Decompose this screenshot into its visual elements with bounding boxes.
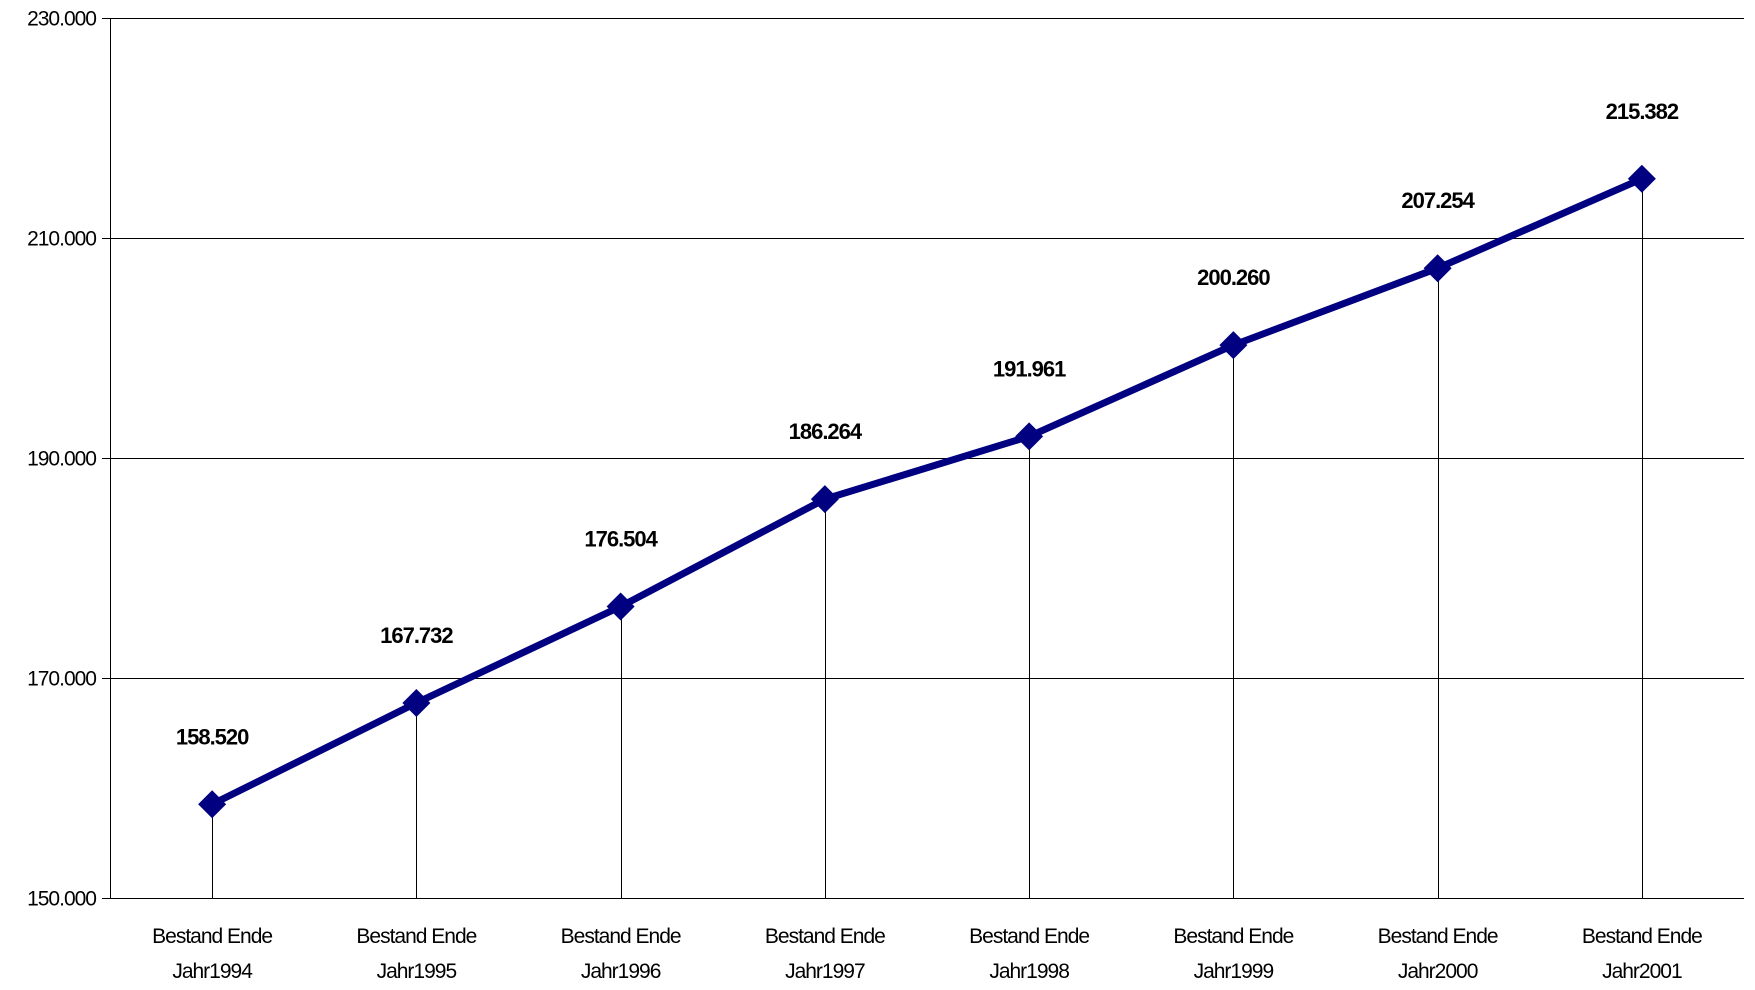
x-tick-label: Bestand Ende	[1378, 925, 1498, 948]
data-point-marker	[1423, 254, 1452, 283]
y-tick-label: 170.000	[27, 668, 96, 691]
data-point-marker	[1219, 331, 1248, 360]
x-tick-label: Jahr2000	[1398, 960, 1478, 983]
data-point-marker	[810, 485, 839, 514]
x-tick-label: Jahr1994	[172, 960, 253, 983]
data-label: 215.382	[1606, 99, 1679, 124]
data-point-marker	[606, 592, 635, 621]
data-label: 191.961	[993, 356, 1066, 381]
x-tick-label: Bestand Ende	[561, 925, 681, 948]
data-label: 158.520	[176, 724, 249, 749]
x-tick-labels: Bestand Ende Jahr1994 Bestand Ende Jahr1995…	[152, 925, 1703, 983]
x-tick-label: Jahr2001	[1602, 960, 1682, 983]
data-label: 207.254	[1401, 188, 1475, 213]
x-tick-label: Jahr1996	[581, 960, 661, 983]
x-tick-label: Jahr1995	[377, 960, 457, 983]
x-tick-label: Jahr1999	[1194, 960, 1274, 983]
x-tick-label: Bestand Ende	[1582, 925, 1702, 948]
y-tick-label: 150.000	[27, 888, 96, 911]
data-label: 186.264	[789, 419, 863, 444]
y-tick-label: 190.000	[27, 448, 96, 471]
x-tick-label: Bestand Ende	[1173, 925, 1293, 948]
axes	[102, 18, 1744, 899]
y-tick-labels: 150.000 170.000 190.000 210.000 230.000	[27, 8, 97, 911]
x-tick-label: Bestand Ende	[152, 925, 272, 948]
data-point-marker	[1627, 164, 1656, 193]
y-tick-label: 210.000	[27, 228, 96, 251]
x-tick-label: Bestand Ende	[969, 925, 1089, 948]
x-tick-label: Bestand Ende	[356, 925, 476, 948]
y-tick-label: 230.000	[27, 8, 96, 31]
data-point-marker	[1015, 422, 1044, 451]
series-layer	[198, 164, 1656, 819]
data-label: 200.260	[1197, 265, 1270, 290]
x-tick-label: Jahr1998	[989, 960, 1069, 983]
drop-lines	[212, 178, 1643, 898]
data-label: 176.504	[584, 526, 658, 551]
data-point-marker	[402, 688, 431, 717]
series-line	[208, 175, 1646, 808]
x-tick-label: Bestand Ende	[765, 925, 885, 948]
data-point-marker	[198, 790, 227, 819]
x-tick-label: Jahr1997	[785, 960, 865, 983]
data-labels: 158.520 167.732 176.504 186.264 191.961 200.2…	[176, 99, 1680, 749]
data-label: 167.732	[380, 623, 453, 648]
